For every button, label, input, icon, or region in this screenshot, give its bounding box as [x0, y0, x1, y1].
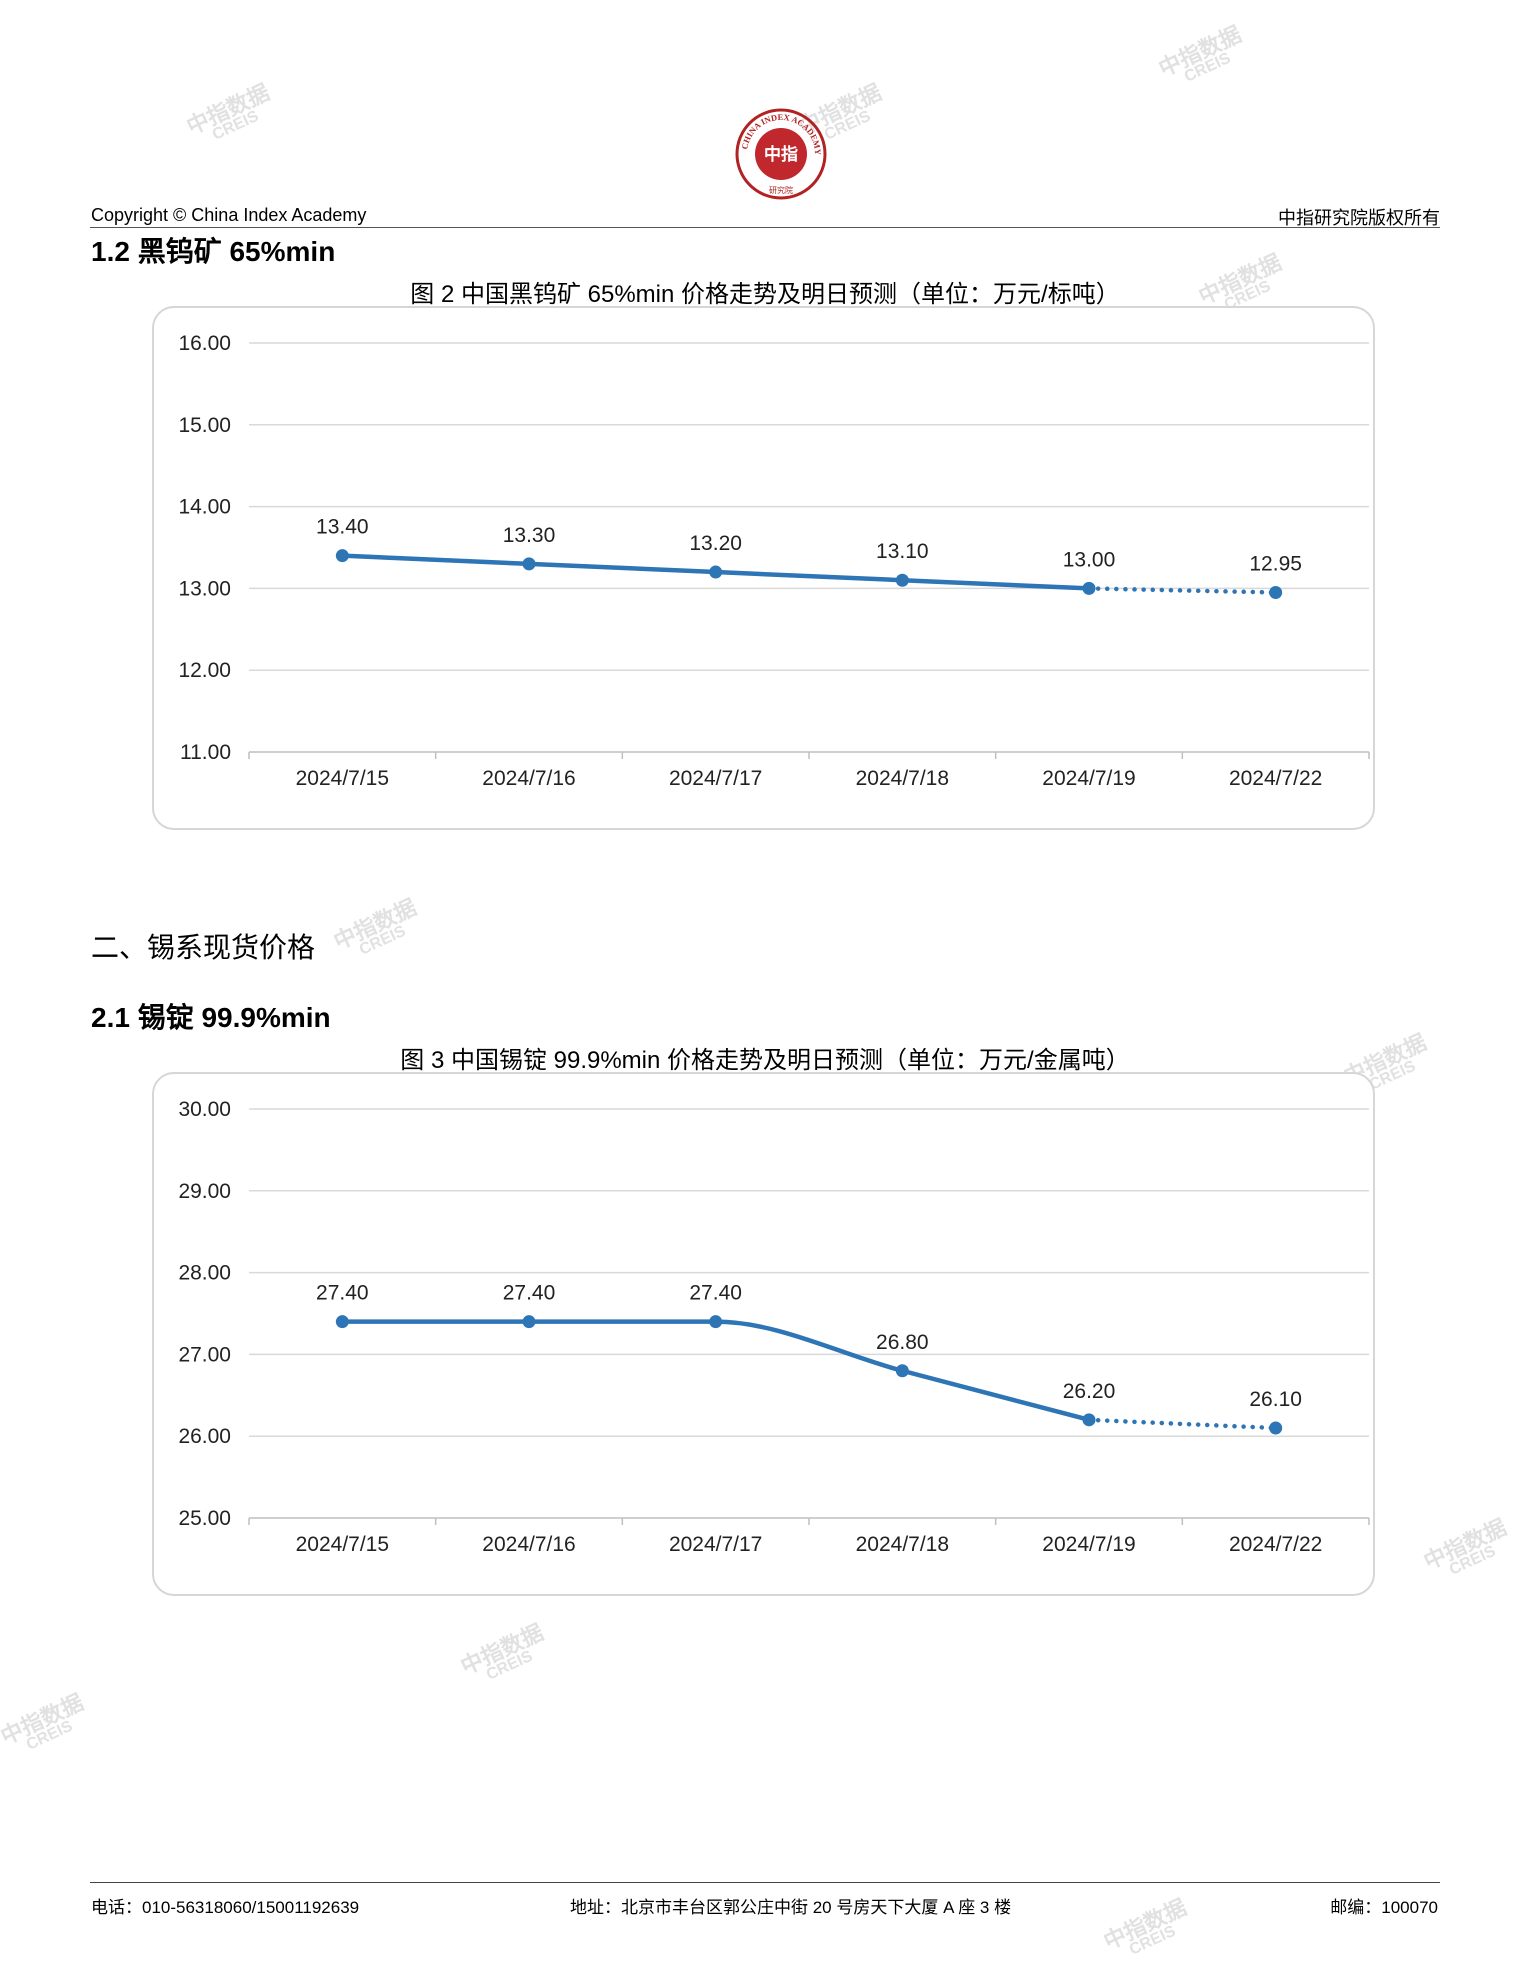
data-label: 13.00 [1063, 548, 1116, 571]
data-label: 27.40 [316, 1282, 369, 1305]
series-line-forecast [1086, 1417, 1278, 1431]
footer-divider [90, 1882, 1440, 1883]
data-point [895, 573, 909, 587]
y-tick-label: 15.00 [178, 414, 231, 437]
y-tick-label: 14.00 [178, 496, 231, 519]
x-tick-label: 2024/7/18 [856, 1533, 949, 1556]
x-tick-label: 2024/7/22 [1229, 767, 1322, 790]
data-label: 27.40 [503, 1282, 556, 1305]
data-label: 13.40 [316, 516, 369, 539]
data-point [1082, 1413, 1096, 1427]
x-tick-label: 2024/7/16 [482, 767, 575, 790]
data-point [709, 1315, 723, 1329]
data-point [709, 565, 723, 579]
chart-fig2-svg: 11.00 12.00 13.00 14.00 15.00 16.00 2024/7/15 2… [178, 332, 1370, 790]
x-tick-label: 2024/7/17 [669, 1533, 762, 1556]
y-tick-label: 16.00 [178, 332, 231, 355]
svg-text:研究院: 研究院 [769, 185, 793, 195]
y-tick-label: 30.00 [178, 1098, 231, 1121]
rights-text: 中指研究院版权所有 [1278, 208, 1440, 229]
data-point [1269, 1421, 1283, 1435]
y-tick-label: 12.00 [178, 659, 231, 682]
y-tick-label: 26.00 [178, 1425, 231, 1448]
footer-phone: 电话：010-56318060/15001192639 [91, 1898, 360, 1917]
x-tick-label: 2024/7/22 [1229, 1533, 1322, 1556]
svg-text:中指: 中指 [764, 144, 798, 165]
x-tick-label: 2024/7/18 [856, 767, 949, 790]
x-tick-label: 2024/7/15 [296, 767, 389, 790]
data-point [335, 1315, 349, 1329]
copyright-text: Copyright © China Index Academy [91, 205, 367, 225]
y-tick-label: 28.00 [178, 1262, 231, 1285]
footer-postcode: 邮编：100070 [1330, 1898, 1438, 1917]
section-heading-1-2: 1.2 黑钨矿 65%min [91, 236, 336, 267]
y-tick-label: 25.00 [178, 1507, 231, 1530]
series-line-actual [340, 1319, 1092, 1423]
data-point [1082, 581, 1096, 595]
data-point [1269, 585, 1283, 599]
x-tick-label: 2024/7/17 [669, 767, 762, 790]
header-divider [90, 227, 1440, 228]
footer-address: 地址：北京市丰台区郭公庄中街 20 号房天下大厦 A 座 3 楼 [570, 1898, 1012, 1917]
y-tick-label: 29.00 [178, 1180, 231, 1203]
chart-fig2: 11.00 12.00 13.00 14.00 15.00 16.00 2024/7/15 2… [152, 306, 1375, 830]
section-heading-2-1: 2.1 锡锭 99.9%min [91, 1002, 331, 1033]
y-tick-label: 13.00 [178, 577, 231, 600]
chart-fig3-svg: 25.00 26.00 27.00 28.00 29.00 30.00 2024/7/15 2… [178, 1098, 1370, 1556]
chart-title-fig3: 图 3 中国锡锭 99.9%min 价格走势及明日预测（单位：万元/金属吨） [400, 1047, 1130, 1074]
series-line-forecast [1086, 586, 1278, 595]
data-label: 12.95 [1249, 552, 1302, 575]
data-label: 13.30 [503, 524, 556, 547]
data-point [335, 549, 349, 563]
y-tick-label: 11.00 [180, 741, 231, 764]
section-heading-2: 二、锡系现货价格 [91, 932, 316, 963]
chart-fig3: 25.00 26.00 27.00 28.00 29.00 30.00 2024/7/15 2… [152, 1072, 1375, 1596]
y-tick-label: 27.00 [178, 1343, 231, 1366]
data-label: 27.40 [689, 1282, 742, 1305]
x-tick-label: 2024/7/15 [296, 1533, 389, 1556]
x-tick-label: 2024/7/16 [482, 1533, 575, 1556]
x-tick-label: 2024/7/19 [1042, 1533, 1135, 1556]
data-point [522, 1315, 536, 1329]
data-label: 26.20 [1063, 1380, 1116, 1403]
data-label: 26.80 [876, 1331, 929, 1354]
data-point [522, 557, 536, 571]
china-index-academy-logo: CHINA INDEX ACADEMY 中指 研究院 [735, 108, 827, 200]
chart-title-fig2: 图 2 中国黑钨矿 65%min 价格走势及明日预测（单位：万元/标吨） [410, 281, 1120, 308]
data-label: 26.10 [1249, 1388, 1302, 1411]
data-label: 13.20 [689, 532, 742, 555]
x-tick-label: 2024/7/19 [1042, 767, 1135, 790]
data-point [895, 1364, 909, 1378]
data-label: 13.10 [876, 540, 929, 563]
